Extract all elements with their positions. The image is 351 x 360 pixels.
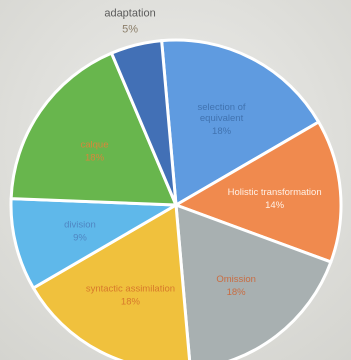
pie-slice-division [9, 197, 178, 290]
pie-label-selection-of-equivalent-line-1: selection of [198, 102, 246, 113]
pie-label-omission-line-1: Omission [216, 274, 256, 285]
pie-label-adaptation: adaptation [104, 8, 155, 20]
pie-slice-calque [9, 51, 178, 207]
pie-slice-selection-of-equivalent [160, 38, 321, 207]
pie-label-syntactic-assimilation-line-1: syntactic assimilation [86, 283, 175, 294]
pie-slice-holistic-transformation [174, 120, 343, 264]
pie-value-division: 9% [73, 232, 87, 243]
pie-value-adaptation: 5% [122, 24, 138, 36]
pie-label-holistic-transformation-line-1: Holistic transformation [228, 187, 322, 198]
pie-value-omission: 18% [227, 287, 247, 298]
pie-label-calque-line-1: calque [81, 139, 109, 150]
pie-slice-syntactic-assimilation [31, 203, 192, 360]
pie-slice-adaptation [110, 39, 178, 207]
pie-value-holistic-transformation: 14% [265, 200, 285, 211]
pie-value-syntactic-assimilation: 18% [121, 296, 141, 307]
pie-label-selection-of-equivalent-line-2: equivalent [200, 113, 244, 124]
pie-value-selection-of-equivalent: 18% [212, 126, 232, 137]
pie-label-division-line-1: division [64, 219, 96, 230]
pie-value-calque: 18% [85, 152, 105, 163]
pie-slice-omission [174, 203, 333, 360]
